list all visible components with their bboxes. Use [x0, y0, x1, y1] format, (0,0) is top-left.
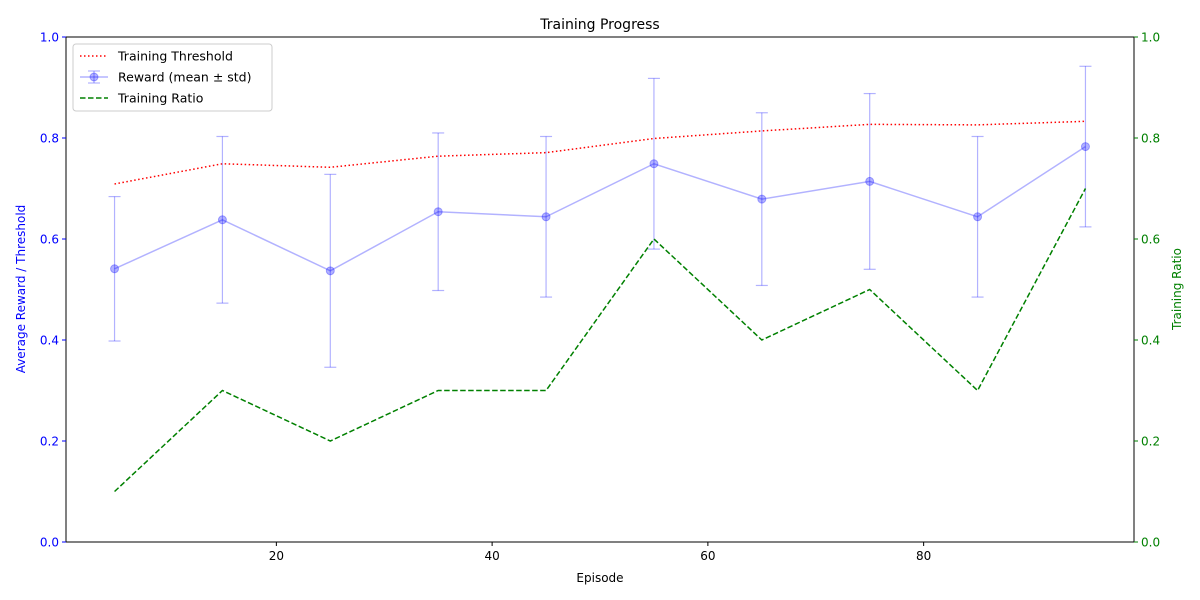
reward-point-2 [217, 215, 227, 225]
reward-series-line [114, 145, 1086, 272]
y2-axis-title: Training Ratio [1170, 248, 1184, 331]
y2-tick-label-1.0: 1.0 [1141, 30, 1160, 44]
reward-point-5 [541, 212, 551, 222]
y2-tick-label-0.6: 0.6 [1141, 232, 1160, 246]
reward-point-4 [433, 207, 443, 217]
threshold-series-line [114, 120, 1086, 185]
y-tick-label-1.0: 1.0 [40, 30, 59, 44]
x-tick-label-80: 80 [916, 549, 931, 563]
x-tick-label-20: 20 [269, 549, 284, 563]
legend-reward-marker [89, 72, 99, 82]
plot-area [108, 65, 1092, 493]
chart-title: Training Progress [539, 17, 659, 33]
y2-tick-label-0.8: 0.8 [1141, 131, 1160, 145]
reward-point-6 [649, 159, 659, 169]
y2-tick-label-0.4: 0.4 [1141, 333, 1160, 347]
reward-point-1 [110, 264, 120, 274]
training-ratio-series-line [114, 188, 1087, 493]
reward-point-9 [973, 212, 983, 222]
y-tick-label-0.8: 0.8 [40, 131, 59, 145]
y-tick-label-0.2: 0.2 [40, 434, 59, 448]
reward-point-10 [1080, 142, 1090, 152]
y-axis-title: Average Reward / Threshold [14, 205, 28, 374]
axes: 20 40 60 80 0.0 0.2 0.4 0.6 0.8 1.0 0.0 0.2 0.4 0.6 0.… [40, 30, 1160, 563]
y2-tick-label-0.2: 0.2 [1141, 434, 1160, 448]
legend-threshold-label: Training Threshold [117, 49, 233, 64]
y-tick-label-0.4: 0.4 [40, 333, 59, 347]
legend: Training Threshold Reward (mean ± std) T… [72, 43, 273, 112]
reward-point-3 [325, 266, 335, 276]
y-tick-label-0.6: 0.6 [40, 232, 59, 246]
y2-tick-label-0.0: 0.0 [1141, 535, 1160, 549]
x-tick-label-40: 40 [484, 549, 499, 563]
x-axis-title: Episode [576, 571, 623, 585]
reward-point-8 [865, 176, 875, 186]
plot-frame [65, 36, 1135, 543]
legend-box [72, 43, 273, 112]
reward-point-7 [757, 194, 767, 204]
legend-reward-label: Reward (mean ± std) [118, 70, 252, 85]
legend-ratio-label: Training Ratio [117, 91, 203, 106]
x-tick-label-60: 60 [700, 549, 715, 563]
y-tick-label-0.0: 0.0 [40, 535, 59, 549]
